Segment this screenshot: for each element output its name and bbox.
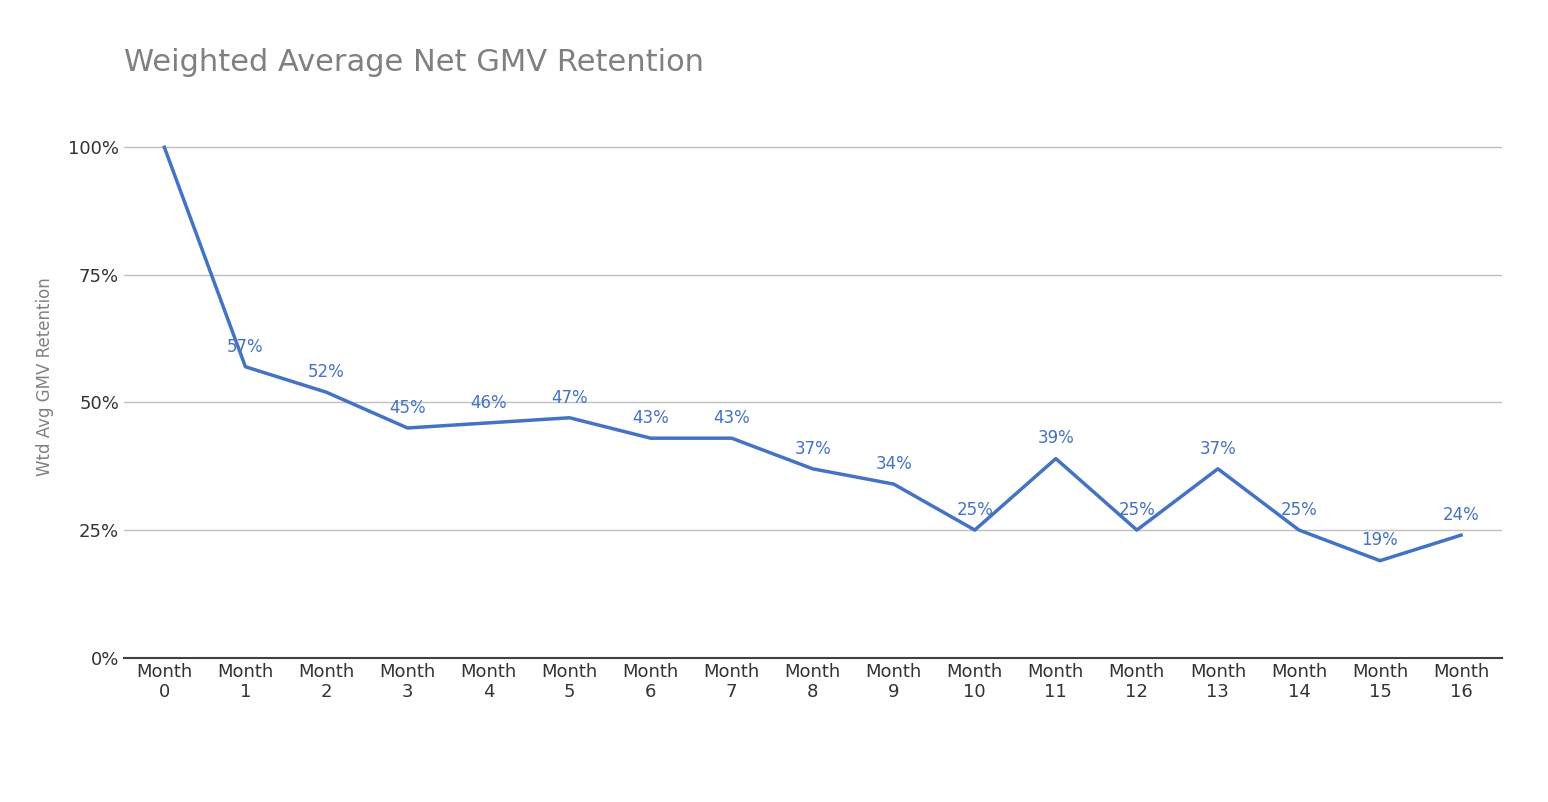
Text: 19%: 19% — [1362, 532, 1398, 549]
Text: 24%: 24% — [1443, 506, 1480, 524]
Y-axis label: Wtd Avg GMV Retention: Wtd Avg GMV Retention — [36, 277, 54, 476]
Text: 37%: 37% — [1200, 439, 1237, 458]
Text: 45%: 45% — [389, 399, 426, 417]
Text: Weighted Average Net GMV Retention: Weighted Average Net GMV Retention — [124, 48, 704, 77]
Text: 43%: 43% — [632, 409, 669, 427]
Text: 25%: 25% — [1119, 500, 1155, 519]
Text: 34%: 34% — [875, 455, 912, 473]
Text: 57%: 57% — [228, 338, 263, 355]
Text: 43%: 43% — [714, 409, 751, 427]
Text: 47%: 47% — [551, 388, 588, 407]
Text: 52%: 52% — [308, 363, 345, 381]
Text: 25%: 25% — [1280, 500, 1317, 519]
Text: 46%: 46% — [471, 394, 506, 411]
Text: 37%: 37% — [794, 439, 831, 458]
Text: 25%: 25% — [957, 500, 994, 519]
Text: 39%: 39% — [1037, 429, 1074, 448]
